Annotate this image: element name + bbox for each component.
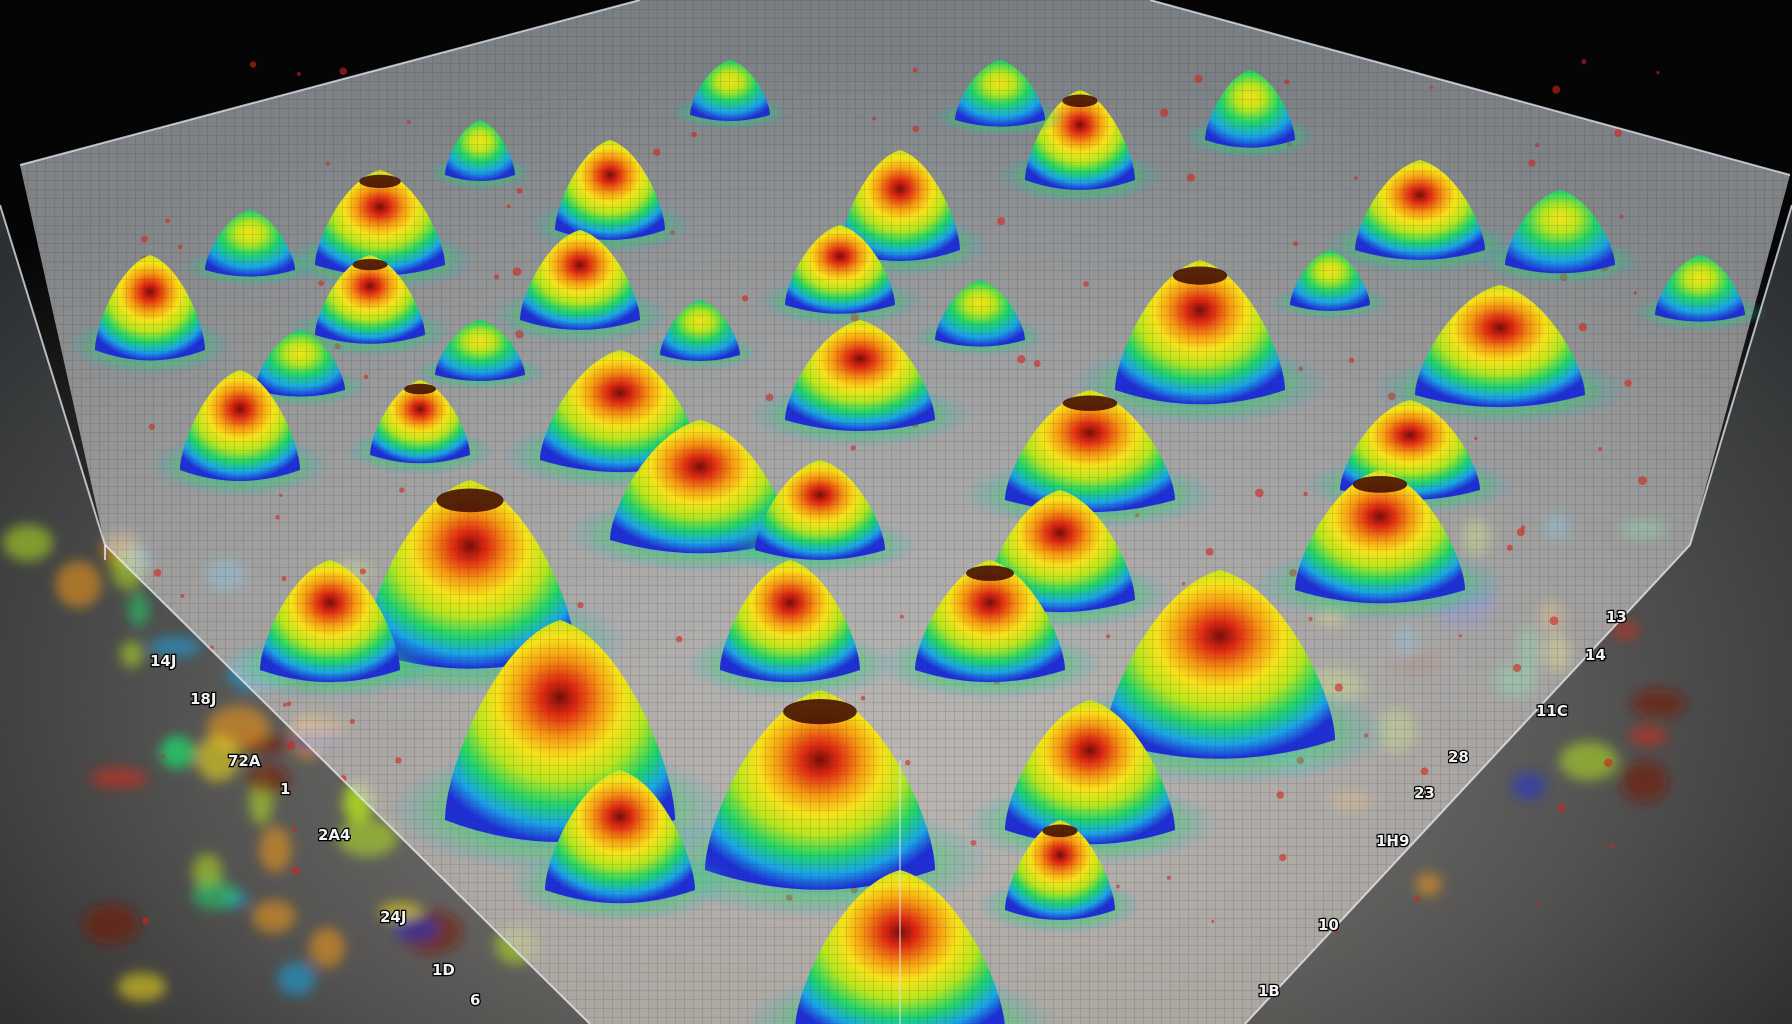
- left-edge-label: 1D: [432, 961, 455, 979]
- left-edge-labels: 14J 18J 72A 1 2A4 24J 1D 6: [149, 651, 482, 1011]
- surface-peak: [962, 700, 1218, 866]
- surface-peak: [1632, 255, 1768, 332]
- right-edge-label: 11C: [1536, 702, 1568, 720]
- right-edge-label: 13: [1606, 608, 1627, 626]
- surface-peak: [932, 60, 1068, 137]
- surface-peak: [150, 370, 330, 497]
- surface-peak: [647, 690, 993, 919]
- left-edge-label: 6: [470, 991, 480, 1009]
- right-edge-label: 10: [1318, 916, 1339, 934]
- surface-peak: [345, 380, 495, 476]
- left-edge-label: 1: [280, 780, 290, 798]
- surface-peak: [287, 255, 453, 357]
- surface-peak: [670, 60, 790, 130]
- surface-peak: [1477, 190, 1643, 286]
- surface-peak: [877, 560, 1103, 700]
- right-edge-label: 1B: [1258, 982, 1280, 1000]
- right-edge-labels: 13 14 11C 28 23 1H9 10 1B: [1257, 607, 1628, 1002]
- surface-peak: [977, 820, 1143, 935]
- surface-peak: [507, 770, 733, 923]
- right-edge-label: 14: [1585, 646, 1606, 664]
- surface-peak: [912, 280, 1048, 357]
- surface-peak: [1252, 470, 1508, 623]
- surface-peak: [722, 460, 918, 575]
- surface-peak: [747, 320, 973, 447]
- surface-peak: [810, 150, 990, 277]
- surface-peak: [1182, 70, 1318, 159]
- glass-box-left-face: [0, 205, 590, 1024]
- surface-peak: [182, 210, 318, 287]
- surface-peak: [1270, 250, 1390, 320]
- surface-peaks: [67, 60, 1768, 1024]
- left-edge-label: 18J: [190, 690, 216, 708]
- surface-peak: [640, 300, 760, 370]
- glass-box-right-face: [1245, 205, 1792, 1024]
- left-edge-label: 24J: [380, 908, 406, 926]
- left-edge-label: 2A4: [318, 826, 350, 844]
- surface-peak: [67, 255, 233, 376]
- surface-peak: [685, 560, 895, 700]
- left-edge-label: 14J: [150, 652, 176, 670]
- left-edge-label: 72A: [228, 752, 261, 770]
- surface-peak: [412, 320, 548, 390]
- surface-peak: [757, 225, 923, 327]
- surface-peak: [1072, 260, 1328, 426]
- right-edge-label: 28: [1448, 748, 1469, 766]
- surface-peak: [1372, 285, 1628, 425]
- surface-peak: [962, 390, 1218, 530]
- surface-peak: [427, 120, 533, 190]
- surface-peak: [282, 170, 478, 291]
- surface-peak: [527, 140, 693, 255]
- right-edge-label: 1H9: [1376, 832, 1409, 850]
- surface-peak: [1322, 160, 1518, 275]
- right-edge-label: 23: [1414, 784, 1435, 802]
- surface-peak: [225, 560, 435, 700]
- surface-peak: [490, 230, 670, 345]
